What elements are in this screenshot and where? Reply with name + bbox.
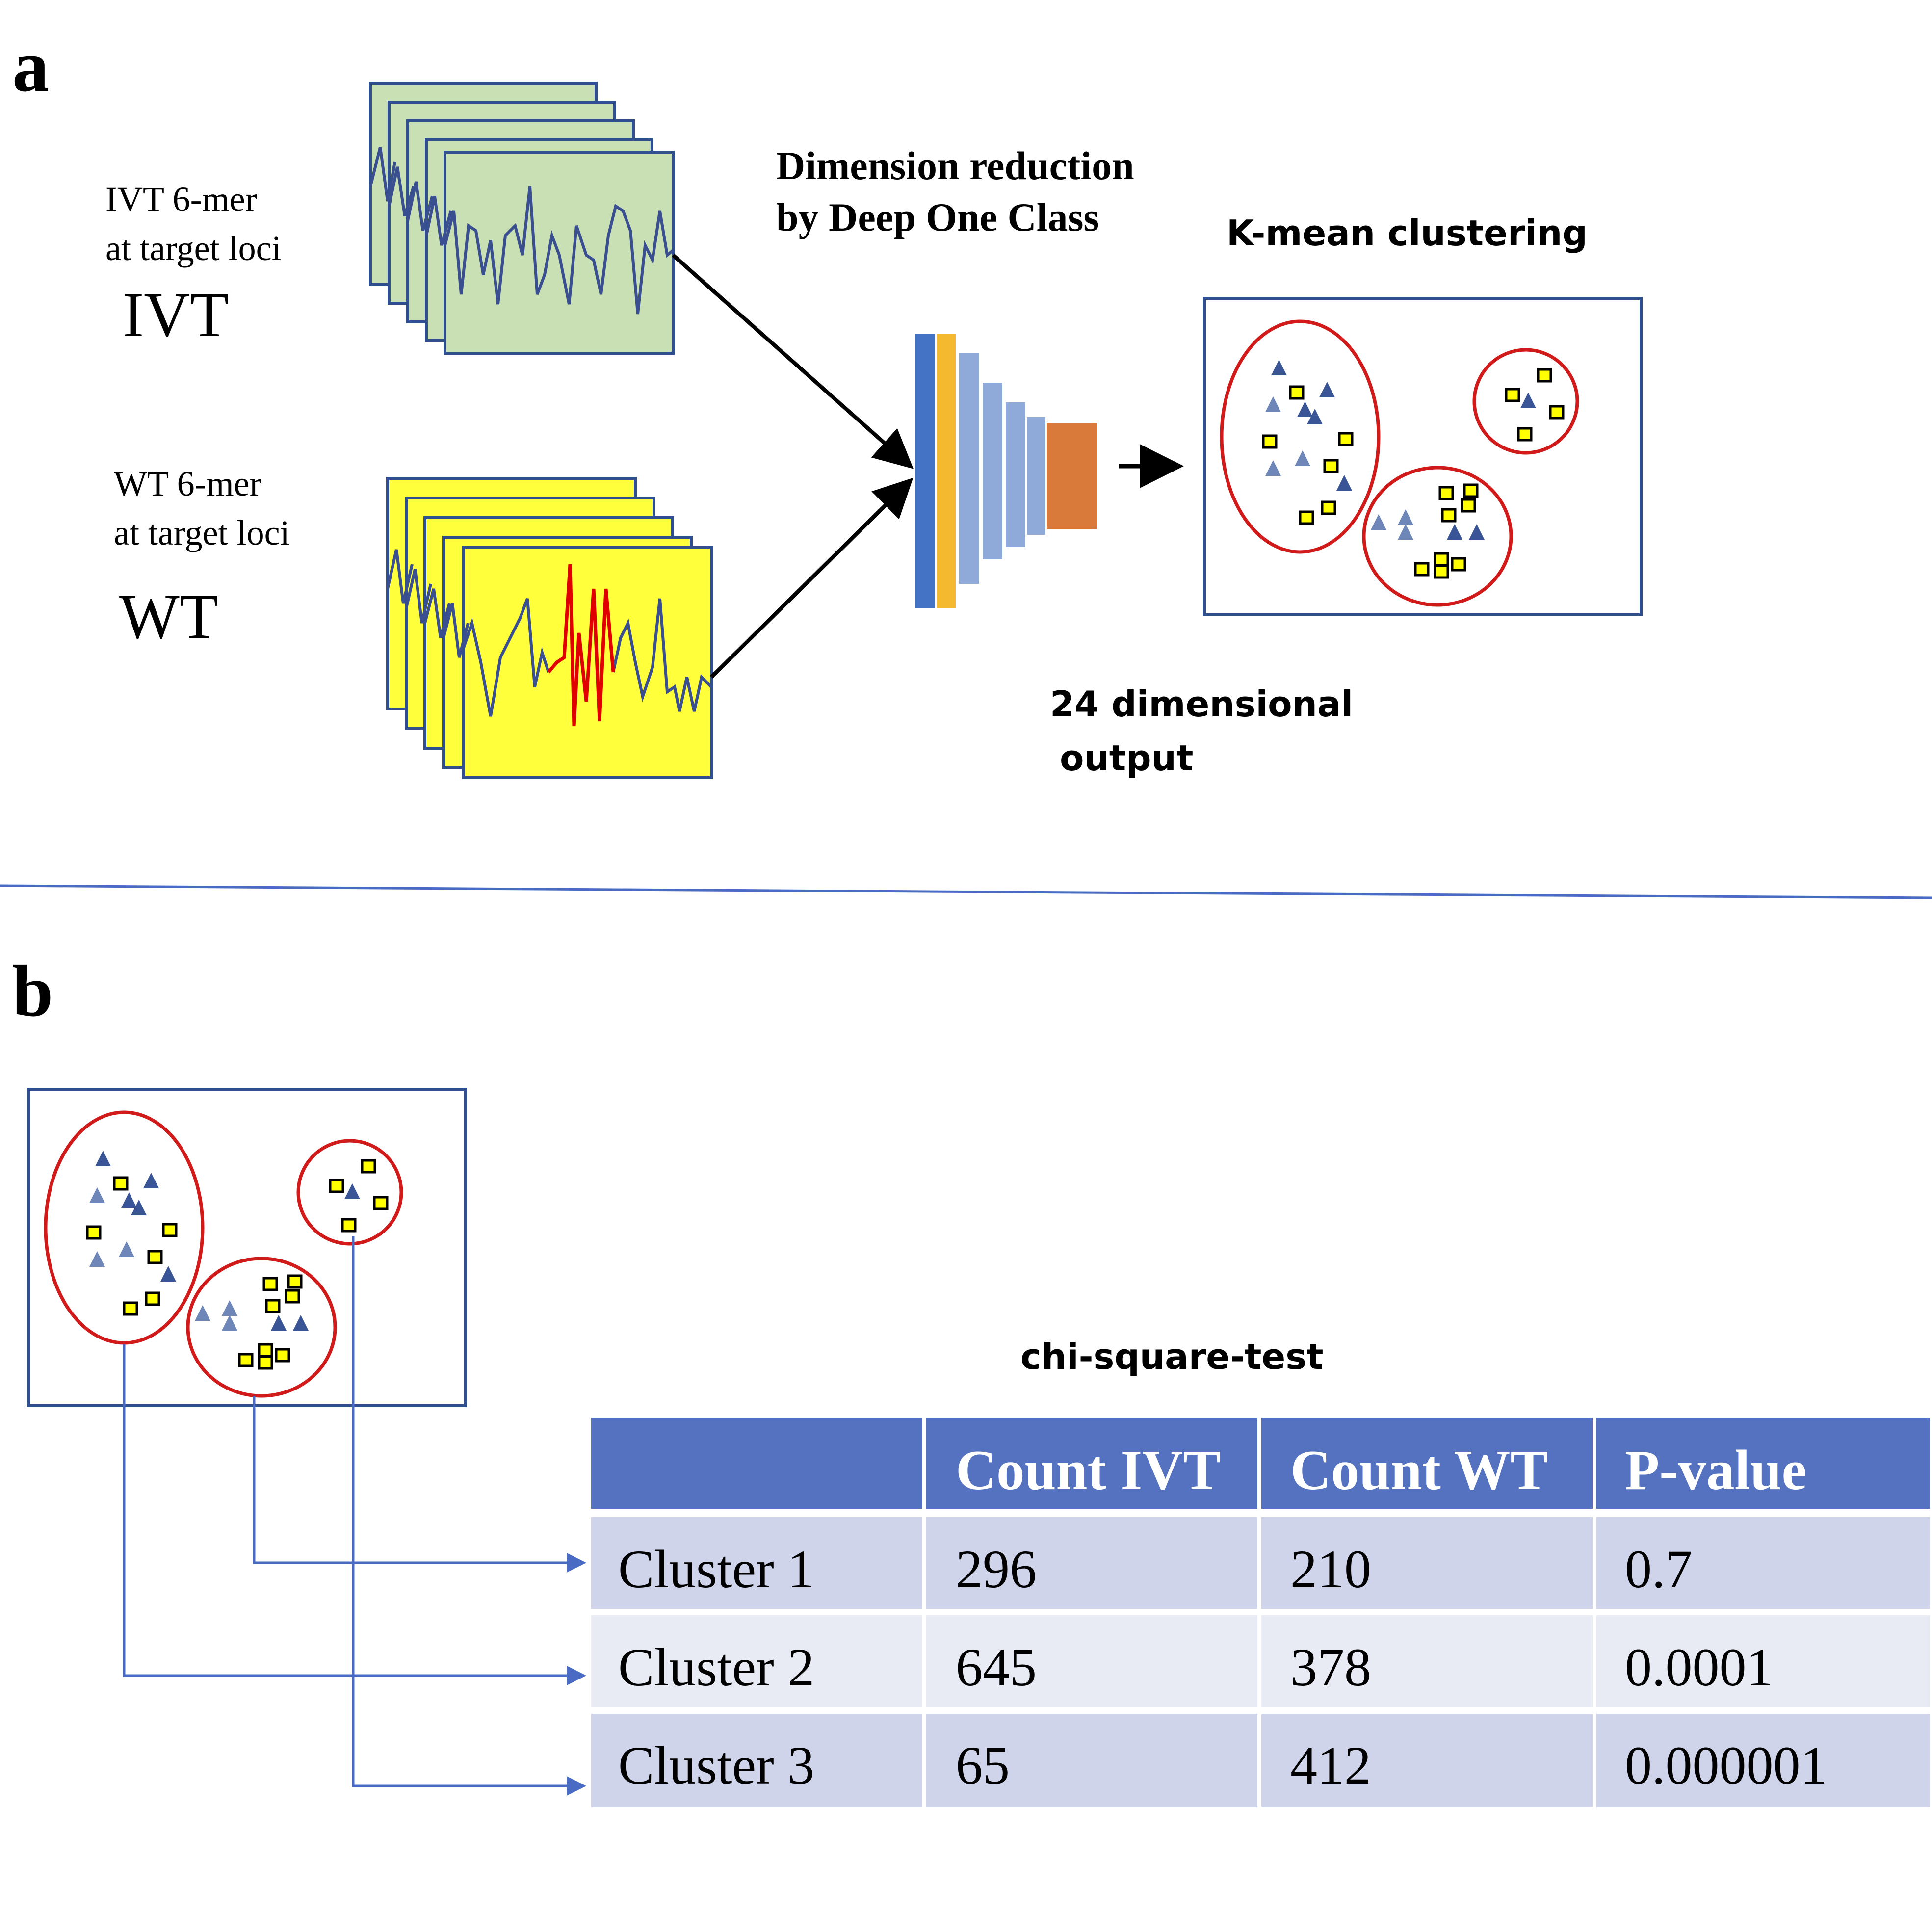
- cell-p-value: 0.000001: [1625, 1735, 1828, 1795]
- ivt-signal-traces: [369, 147, 674, 315]
- wt-big-label: WT: [119, 581, 218, 652]
- dim-reduction-line2: by Deep One Class: [776, 195, 1099, 239]
- panel-b-letter: b: [12, 950, 53, 1032]
- header-count-ivt: Count IVT: [956, 1439, 1221, 1501]
- cluster-connectors: [123, 1236, 586, 1796]
- wt-signal-traces: [386, 549, 713, 717]
- ivt-signal-stack: [369, 82, 675, 355]
- dim-reduction-line1: Dimension reduction: [776, 143, 1134, 188]
- output-line1: 24 dimensional: [1050, 683, 1353, 725]
- ivt-to-network-arrow: [672, 254, 914, 469]
- cell-count-wt: 378: [1290, 1637, 1371, 1697]
- kmeans-title: K-mean clustering: [1227, 212, 1588, 254]
- table-row: Cluster 3 65 412 0.000001: [591, 1714, 1930, 1807]
- wt-label-line2: at target loci: [114, 513, 290, 552]
- wt-signal-stack: [386, 477, 713, 779]
- ivt-label-line1: IVT 6-mer: [105, 180, 257, 219]
- cluster-plot-b: [27, 1088, 467, 1407]
- cell-count-ivt: 296: [956, 1539, 1037, 1599]
- cell-count-ivt: 65: [956, 1735, 1010, 1795]
- panel-divider: [0, 884, 1932, 899]
- panel-a-letter: a: [12, 26, 49, 107]
- ivt-big-label: IVT: [123, 280, 229, 350]
- wt-label-line1: WT 6-mer: [114, 464, 261, 503]
- ivt-label-line2: at target loci: [105, 229, 282, 268]
- wt-to-network-arrow: [710, 477, 914, 679]
- cell-cluster-label: Cluster 3: [618, 1735, 814, 1795]
- cell-p-value: 0.0001: [1625, 1637, 1774, 1697]
- table-title: chi-square-test: [1020, 1336, 1323, 1377]
- cell-count-ivt: 645: [956, 1637, 1037, 1697]
- cell-count-wt: 412: [1290, 1735, 1371, 1795]
- output-line2: output: [1060, 737, 1193, 779]
- cell-cluster-label: Cluster 1: [618, 1539, 814, 1599]
- cell-count-wt: 210: [1290, 1539, 1371, 1599]
- cluster-plot-a: [1203, 297, 1643, 616]
- cell-cluster-label: Cluster 2: [618, 1637, 814, 1697]
- header-count-wt: Count WT: [1290, 1439, 1548, 1501]
- results-table: Count IVT Count WT P-value Cluster 1 296…: [591, 1418, 1930, 1807]
- network-layers: [915, 334, 1097, 608]
- wt-signal-highlight: [547, 564, 615, 727]
- table-row: Cluster 1 296 210 0.7: [591, 1517, 1930, 1609]
- cell-p-value: 0.7: [1625, 1539, 1693, 1599]
- header-p-value: P-value: [1625, 1439, 1807, 1501]
- table-row: Cluster 2 645 378 0.0001: [591, 1615, 1930, 1707]
